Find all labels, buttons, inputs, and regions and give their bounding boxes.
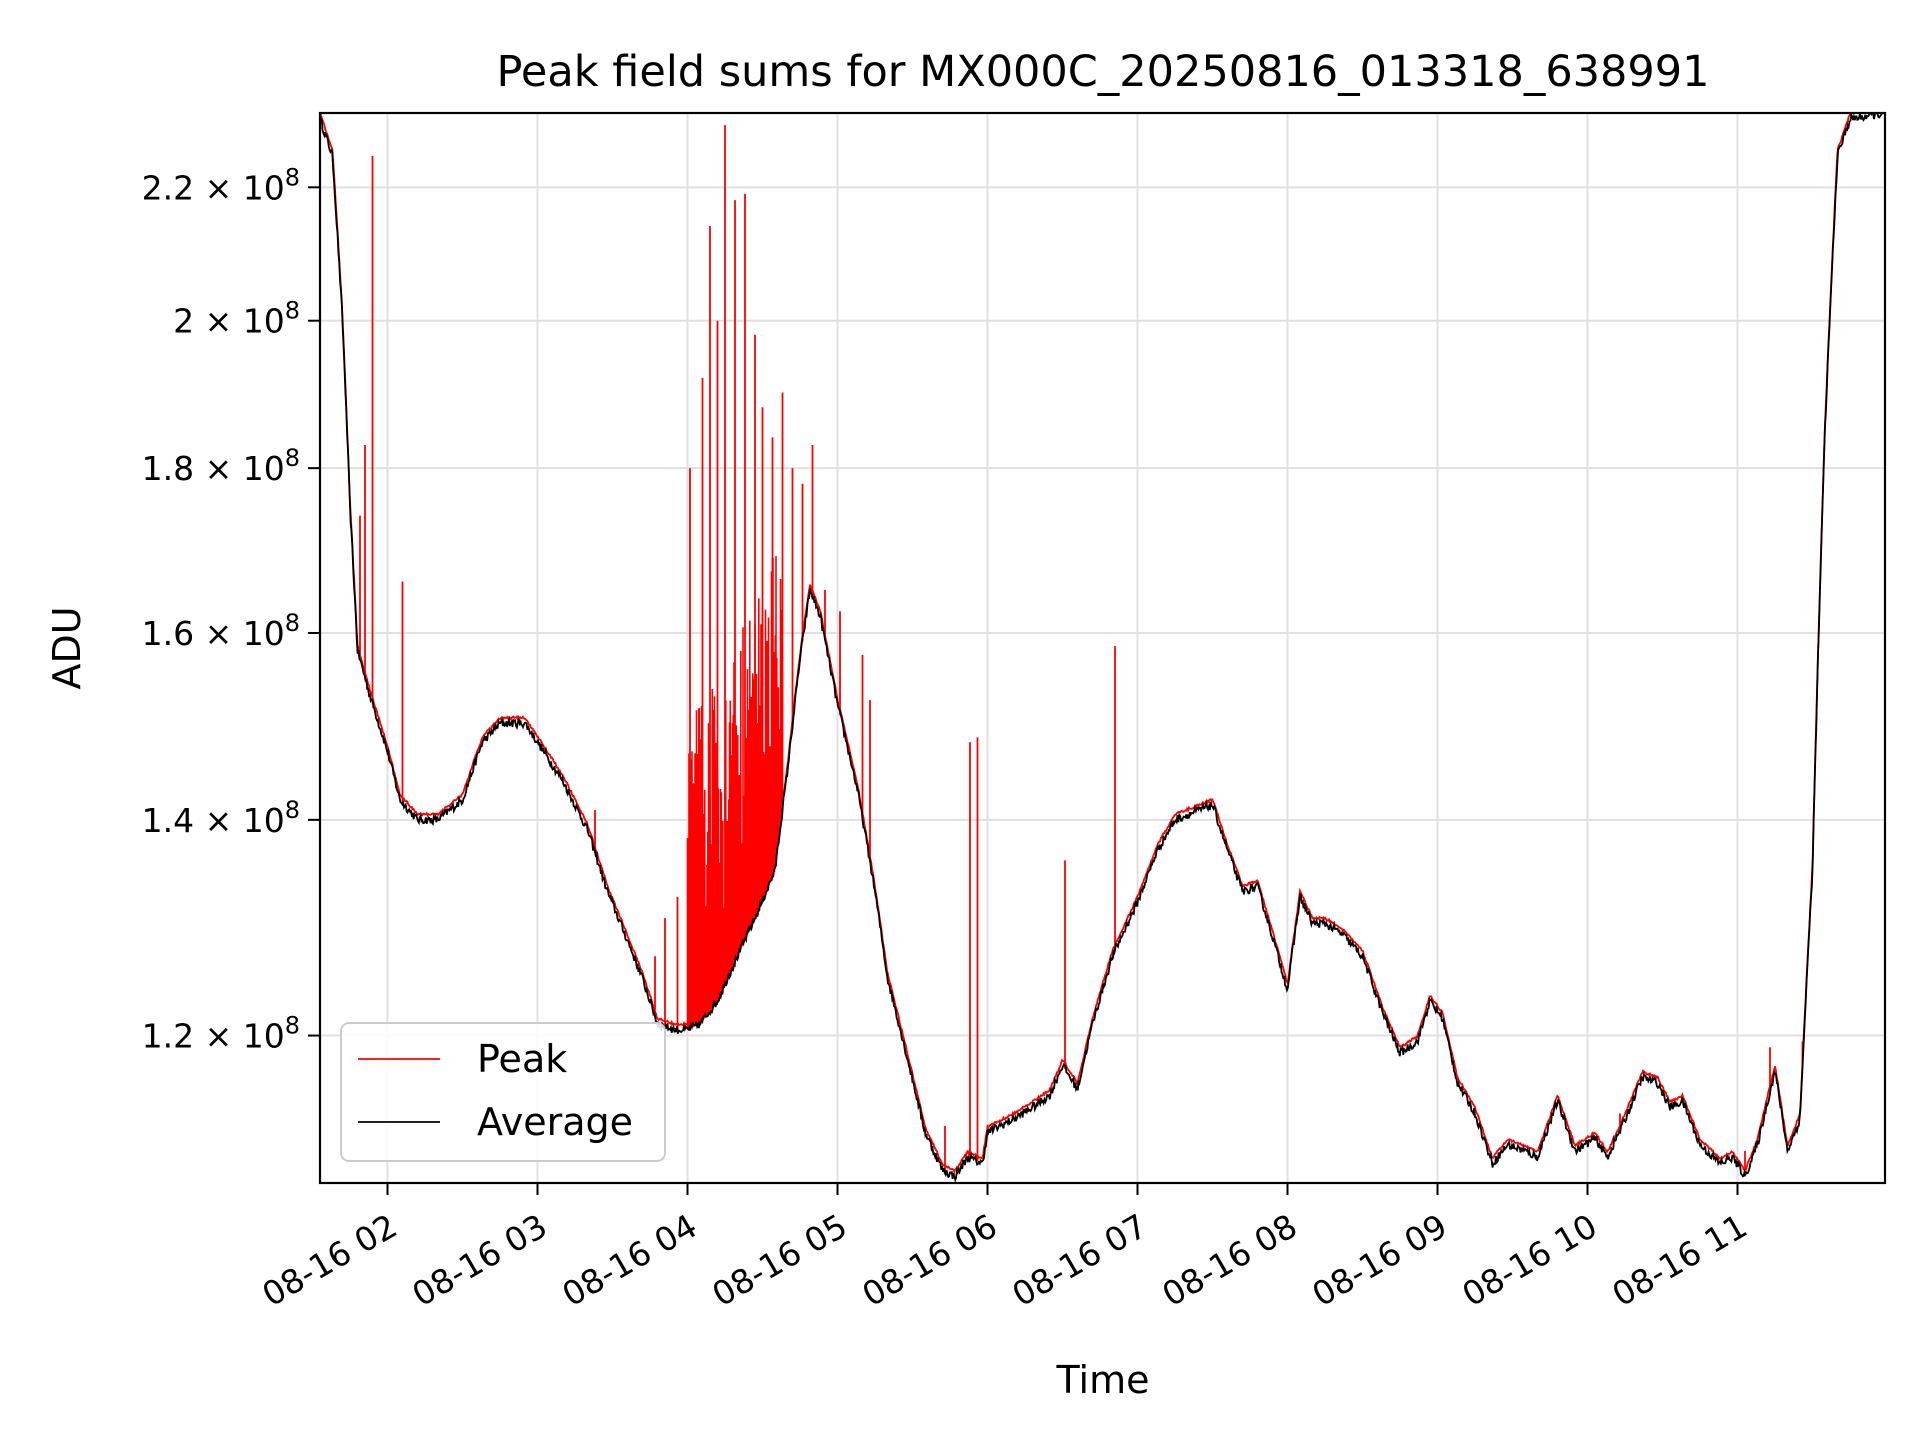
y-tick-label: 2.2 × 108	[142, 163, 300, 207]
y-axis-label: ADU	[45, 606, 89, 689]
series-layer	[320, 113, 1884, 1183]
y-tick-label: 2 × 108	[173, 297, 300, 341]
grid	[320, 113, 1885, 1183]
y-tick-mantissa: 1.2 × 10	[142, 1017, 285, 1056]
series-burst-peak	[686, 556, 783, 1030]
y-tick-label: 1.2 × 108	[142, 1012, 300, 1056]
y-tick-exponent: 8	[285, 609, 300, 637]
y-tick-mantissa: 1.4 × 10	[142, 801, 285, 840]
x-axis-label: Time	[1056, 1358, 1150, 1402]
y-tick-mantissa: 1.8 × 10	[142, 449, 285, 488]
legend-box	[340, 1022, 666, 1162]
y-tick-exponent: 8	[285, 297, 300, 325]
y-tick-mantissa: 2.2 × 10	[142, 168, 285, 207]
chart-title: Peak field sums for MX000C_20250816_0133…	[497, 47, 1710, 97]
plot-frame	[318, 111, 1887, 1185]
y-tick-exponent: 8	[285, 444, 300, 472]
legend-label-average: Average	[477, 1100, 633, 1144]
legend: Peak Average	[340, 1022, 666, 1162]
series-line-average	[320, 113, 1884, 1183]
y-tick-exponent: 8	[285, 796, 300, 824]
legend-label-peak: Peak	[477, 1037, 567, 1081]
y-tick-label: 1.8 × 108	[142, 444, 300, 488]
y-tick-mantissa: 1.6 × 10	[142, 614, 285, 653]
y-tick-mantissa: 2 × 10	[173, 302, 285, 341]
y-tick-label: 1.4 × 108	[142, 796, 300, 840]
y-tick-exponent: 8	[285, 1012, 300, 1040]
y-tick-exponent: 8	[285, 163, 300, 191]
y-tick-label: 1.6 × 108	[142, 609, 300, 653]
